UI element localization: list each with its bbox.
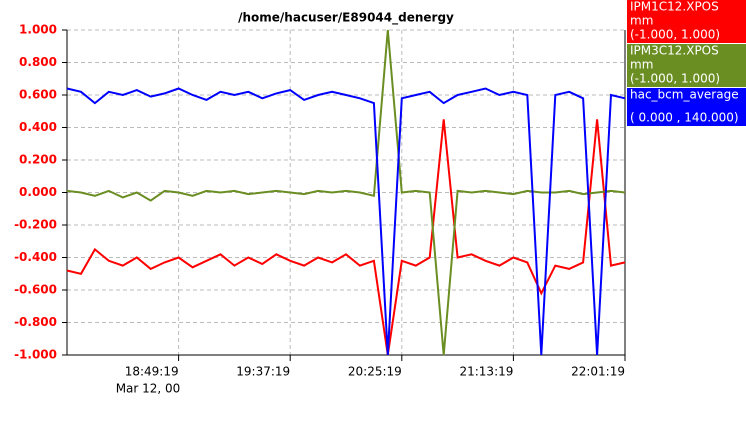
- x-tick-label: 21:13:19: [459, 365, 513, 379]
- y-tick-label: -0.600: [14, 283, 57, 297]
- x-tick-label: 19:37:19: [236, 365, 290, 379]
- y-tick-label: 0.000: [19, 185, 57, 199]
- legend-range: (-1.000, 1.000): [630, 72, 720, 86]
- y-tick-label: -0.800: [14, 315, 57, 329]
- chart-title: /home/hacuser/E89044_denergy: [238, 11, 454, 26]
- legend-box: [627, 44, 746, 87]
- legend-units: mm: [630, 58, 653, 72]
- series-line: [66, 119, 626, 356]
- legend-name: IPM3C12.XPOS: [630, 44, 719, 58]
- legend-range: (-1.000, 1.000): [630, 28, 720, 42]
- y-tick-label: -0.400: [14, 250, 57, 264]
- y-tick-label: 0.600: [19, 88, 57, 102]
- y-tick-label: 1.000: [19, 23, 57, 37]
- legend-name: IPM1C12.XPOS: [630, 0, 719, 14]
- y-tick-label: 0.200: [19, 153, 57, 167]
- legend-range: ( 0.000 , 140.000): [630, 111, 739, 125]
- x-tick-label: 18:49:19: [125, 365, 179, 379]
- date-label: Mar 12, 00: [116, 382, 181, 396]
- x-tick-label: 22:01:19: [571, 365, 625, 379]
- y-tick-label: -0.200: [14, 218, 57, 232]
- series-line: [66, 87, 626, 356]
- legend-box: [627, 88, 746, 126]
- y-tick-label: 0.800: [19, 55, 57, 69]
- legend-name: hac_bcm_average: [630, 88, 739, 102]
- y-tick-label: -1.000: [14, 348, 57, 362]
- legend-box: [627, 0, 746, 43]
- x-tick-label: 20:25:19: [348, 365, 402, 379]
- legend-units: mm: [630, 14, 653, 28]
- y-tick-label: 0.400: [19, 120, 57, 134]
